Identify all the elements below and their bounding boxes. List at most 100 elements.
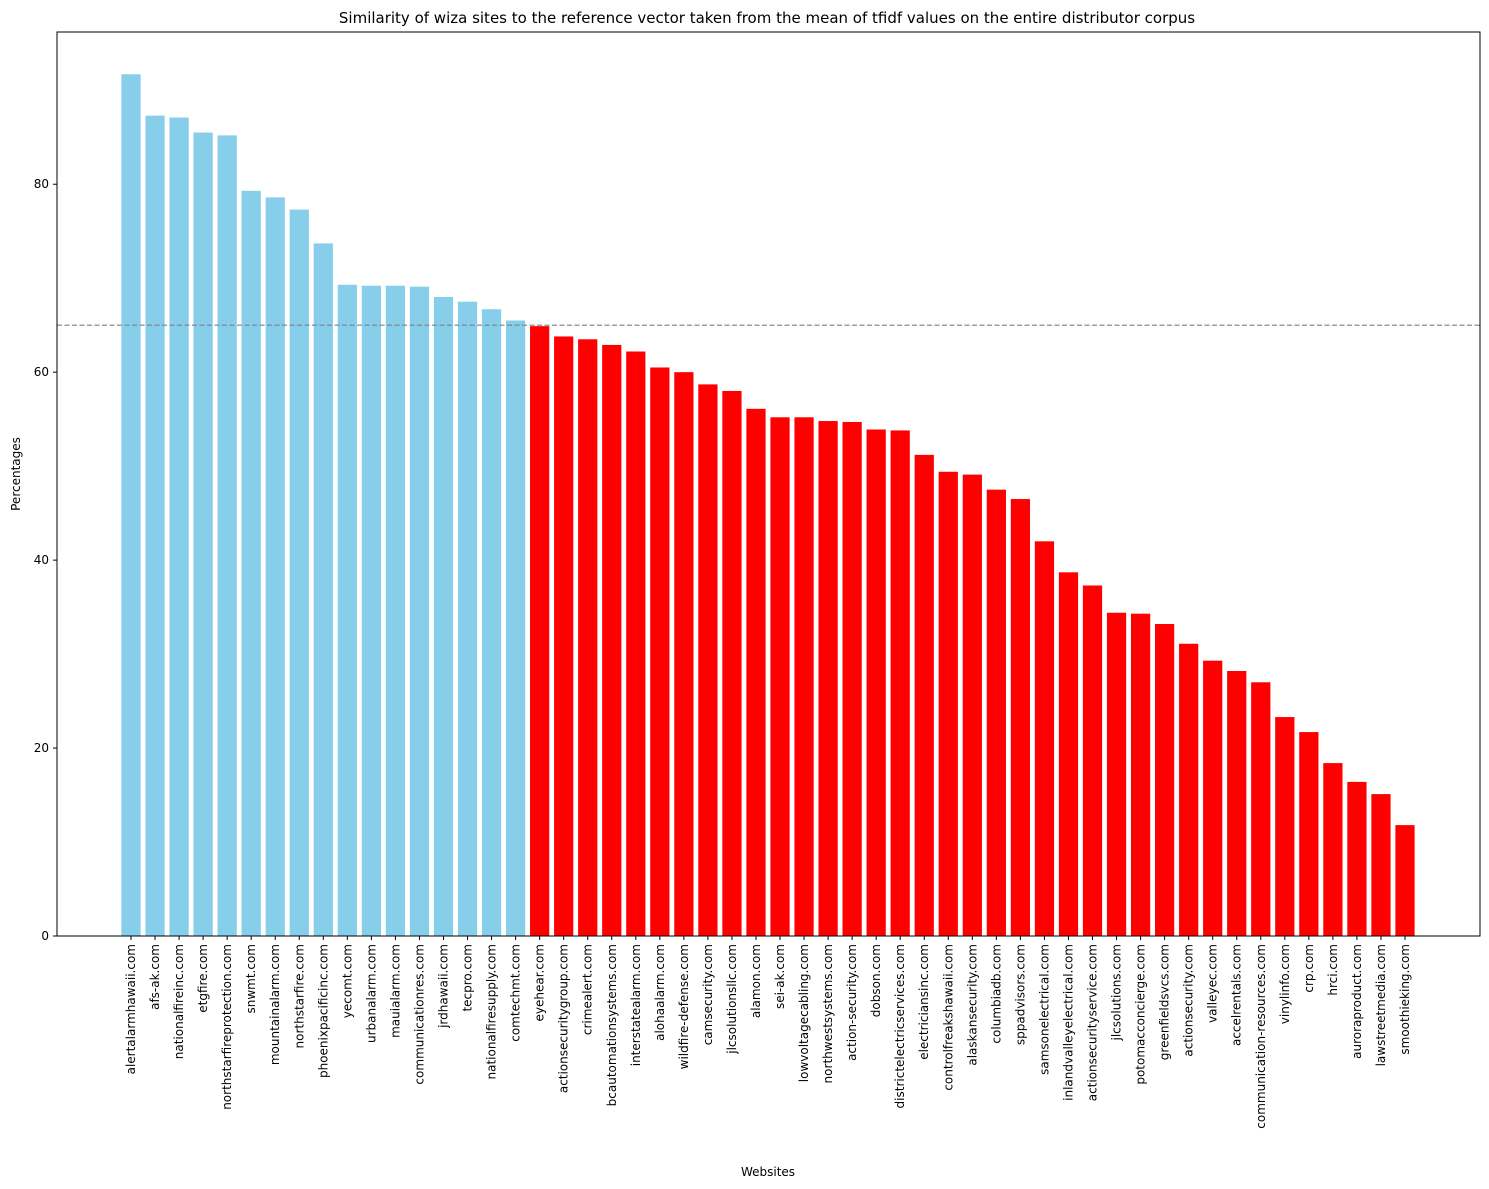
x-tick-label: actionsecuritygroup.com — [557, 944, 571, 1093]
bars-group — [121, 74, 1415, 937]
y-axis-title: Percentages — [9, 437, 23, 511]
bar-actionsecuritygroup.com — [554, 336, 574, 937]
bar-accelrentals.com — [1227, 671, 1247, 936]
bar-crp.com — [1299, 732, 1319, 936]
bar-districtelectricservices.com — [890, 430, 910, 936]
x-tick-label: vinylinfo.com — [1278, 944, 1292, 1024]
x-tick-label: comtechmt.com — [509, 944, 523, 1042]
x-tick-label: districtelectricservices.com — [893, 944, 907, 1108]
bar-potomacconcierge.com — [1130, 613, 1151, 936]
x-tick-label: communication-resources.com — [1254, 944, 1268, 1129]
bar-valleyec.com — [1203, 660, 1223, 936]
x-tick-label: alertalarmhawaii.com — [124, 944, 138, 1074]
bar-yecomt.com — [337, 284, 357, 936]
bar-action-security.com — [842, 421, 862, 937]
x-tick-label: smoothieking.com — [1398, 944, 1412, 1055]
bar-urbanalarm.com — [361, 285, 381, 937]
x-tick-label: accelrentals.com — [1230, 944, 1244, 1046]
bar-afs-ak.com — [145, 115, 165, 936]
x-tick-label: lowvoltagecabling.com — [797, 944, 811, 1082]
x-tick-label: actionsecurity.com — [1182, 944, 1196, 1057]
x-tick-label: urbanalarm.com — [364, 944, 378, 1043]
x-tick-label: sei-ak.com — [773, 944, 787, 1009]
bar-etgfire.com — [193, 132, 213, 937]
y-tick-label: 40 — [34, 553, 49, 567]
x-tick-label: alaskansecurity.com — [965, 944, 979, 1066]
x-tick-label: jlcsolutions.com — [1110, 944, 1124, 1041]
x-tick-label: mauialarm.com — [388, 944, 402, 1038]
x-tick-label: inlandvalleyelectrical.com — [1061, 944, 1075, 1101]
x-tick-label: northstarfire.com — [292, 944, 306, 1049]
bar-interstatealarm.com — [626, 351, 646, 936]
x-tick-label: yecomt.com — [340, 944, 354, 1018]
x-tick-label: controlfreakshawaii.com — [941, 944, 955, 1091]
x-tick-label: columbiadb.com — [989, 944, 1003, 1044]
bar-wildfire-defense.com — [674, 372, 694, 936]
x-axis: alertalarmhawaii.com afs-ak.com nationalfi… — [124, 936, 1412, 1129]
bar-alohaalarm.com — [650, 367, 670, 937]
bar-camsecurity.com — [698, 384, 718, 936]
bar-snwmt.com — [241, 190, 261, 936]
x-tick-label: crimealert.com — [581, 944, 595, 1035]
bar-columbiadb.com — [986, 489, 1006, 936]
chart-title: Similarity of wiza sites to the referenc… — [339, 9, 1195, 27]
x-tick-label: dobson.com — [869, 944, 883, 1017]
bar-samsonelectrical.com — [1034, 541, 1055, 936]
bar-bcautomationsystems.com — [602, 344, 622, 936]
x-tick-label: tecpro.com — [461, 944, 475, 1012]
bar-nationalfireinc.com — [169, 117, 189, 936]
bar-hrci.com — [1323, 763, 1343, 936]
x-tick-label: sppadvisors.com — [1013, 944, 1027, 1045]
y-axis: 0 20 40 60 80 — [34, 177, 57, 943]
bar-sppadvisors.com — [1010, 499, 1031, 936]
bar-vinylinfo.com — [1275, 717, 1295, 936]
bar-communication-resources.com — [1251, 682, 1271, 936]
plot-frame — [56, 31, 1481, 937]
x-tick-label: communicationres.com — [412, 944, 426, 1085]
x-tick-label: lawstreetmedia.com — [1374, 944, 1388, 1066]
bar-crimealert.com — [578, 339, 598, 936]
bar-electriciansinc.com — [914, 454, 934, 936]
x-tick-label: etgfire.com — [196, 944, 210, 1013]
bar-northwestsystems.com — [818, 421, 838, 936]
bar-jlcsolutions.com — [1106, 612, 1127, 936]
bar-lawstreetmedia.com — [1371, 794, 1391, 936]
bar-mountainalarm.com — [265, 197, 285, 936]
bar-alertalarmhawaii.com — [121, 74, 141, 937]
x-tick-label: afs-ak.com — [148, 944, 162, 1010]
bar-sei-ak.com — [770, 417, 790, 936]
bar-smoothieking.com — [1395, 825, 1415, 936]
bar-northstarfire.com — [289, 209, 309, 937]
bar-inlandvalleyelectrical.com — [1058, 572, 1079, 936]
x-tick-label: alohaalarm.com — [653, 944, 667, 1041]
bar-actionsecurity.com — [1179, 643, 1199, 936]
x-tick-label: electriciansinc.com — [917, 944, 931, 1060]
x-tick-label: jlcsolutionsllc.com — [725, 944, 739, 1055]
y-tick-label: 20 — [34, 741, 49, 755]
x-tick-label: nationalfiresupply.com — [485, 944, 499, 1080]
x-tick-label: action-security.com — [845, 944, 859, 1061]
x-tick-label: eyehear.com — [533, 944, 547, 1021]
x-tick-label: samsonelectrical.com — [1037, 944, 1051, 1075]
bar-greenfieldsvcs.com — [1155, 624, 1175, 936]
x-tick-label: bcautomationsystems.com — [605, 944, 619, 1106]
bar-dobson.com — [866, 429, 886, 936]
x-tick-label: greenfieldsvcs.com — [1158, 944, 1172, 1060]
x-axis-title: Websites — [741, 1165, 795, 1179]
x-tick-label: mountainalarm.com — [268, 944, 282, 1065]
bar-lowvoltagecabling.com — [794, 417, 814, 936]
x-tick-label: snwmt.com — [244, 944, 258, 1014]
bar-tecpro.com — [457, 301, 478, 936]
bar-northstarfireprotection.com — [217, 135, 237, 936]
bar-comtechmt.com — [505, 320, 526, 936]
x-tick-label: alamon.com — [749, 944, 763, 1018]
x-tick-label: hrci.com — [1326, 944, 1340, 996]
x-tick-label: auroraproduct.com — [1350, 944, 1364, 1059]
bar-communicationres.com — [409, 286, 430, 936]
x-tick-label: camsecurity.com — [701, 944, 715, 1045]
bar-auroraproduct.com — [1347, 781, 1367, 936]
bar-alaskansecurity.com — [962, 474, 982, 936]
bar-eyehear.com — [530, 326, 550, 936]
x-tick-label: wildfire-defense.com — [677, 944, 691, 1069]
